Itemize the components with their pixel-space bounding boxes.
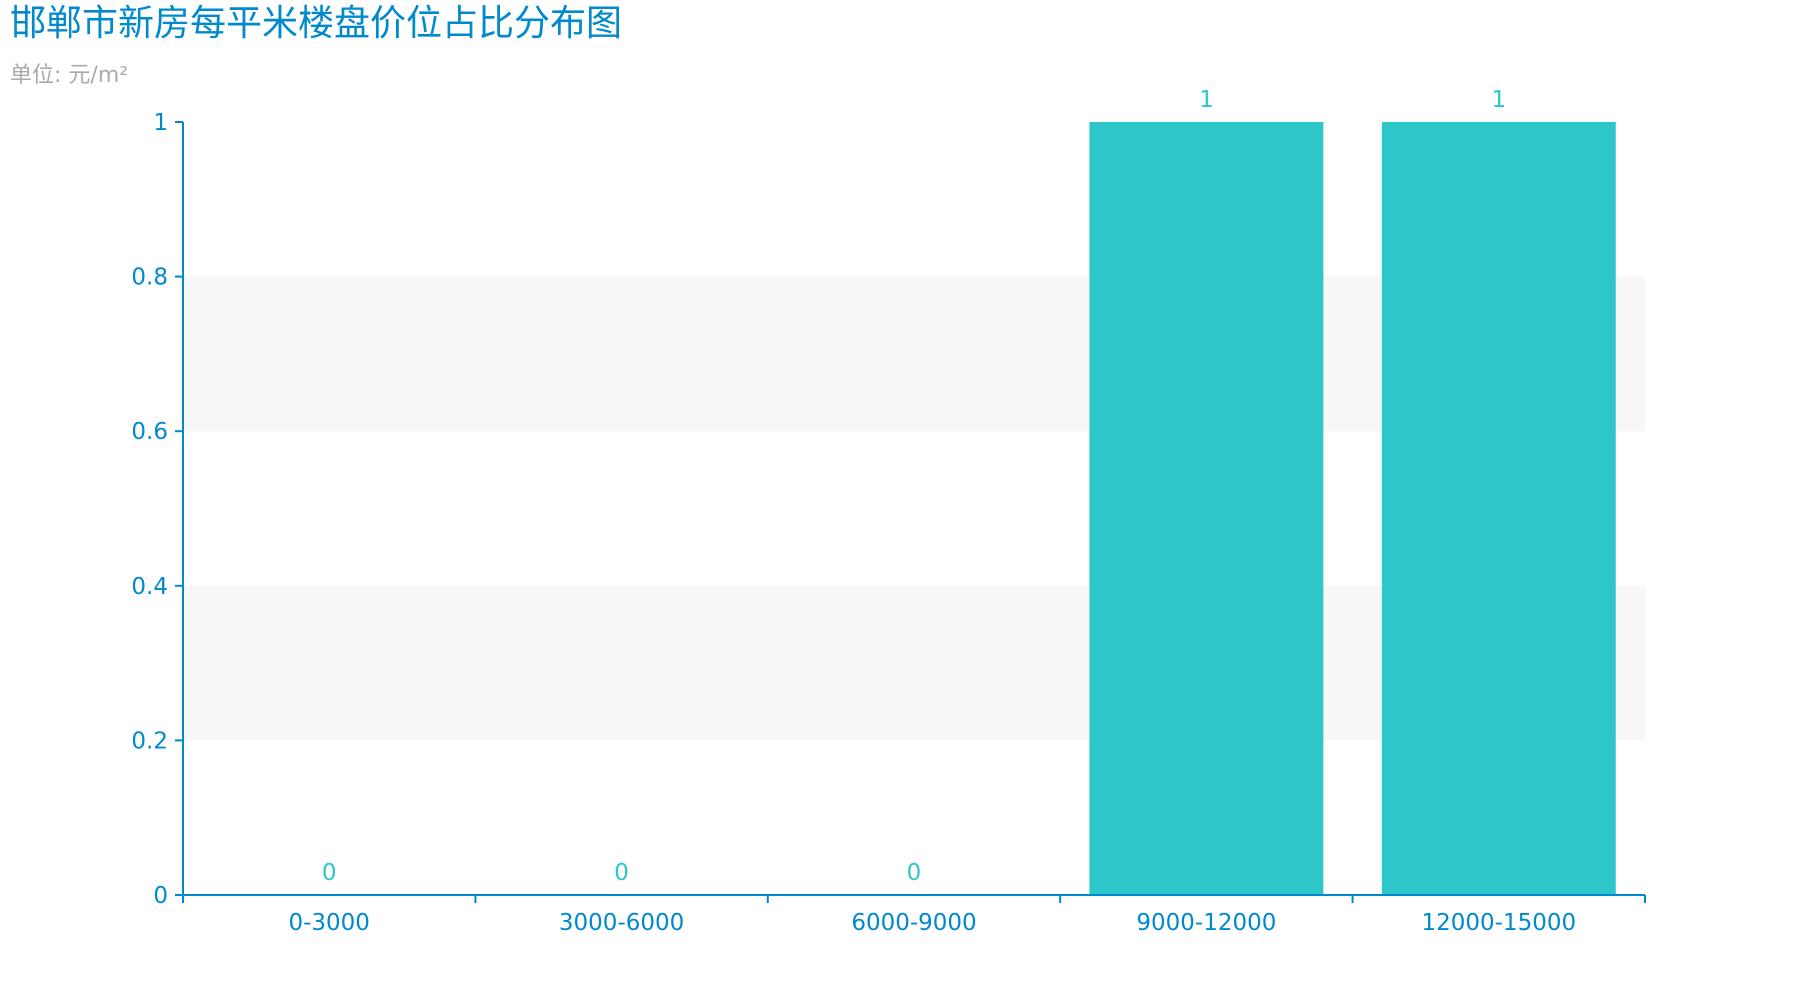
- bar-9000-12000: [1089, 122, 1324, 895]
- x-tick-label: 6000-9000: [851, 910, 976, 936]
- y-tick-label: 0.6: [131, 419, 168, 445]
- y-tick-label: 1: [153, 110, 168, 136]
- data-label: 0: [907, 860, 922, 886]
- chart-subtitle: 单位: 元/m²: [10, 63, 129, 88]
- data-label: 1: [1491, 87, 1506, 113]
- data-label: 1: [1199, 87, 1214, 113]
- y-tick-label: 0.8: [131, 265, 168, 291]
- x-tick-label: 0-3000: [288, 910, 369, 936]
- x-tick-label: 12000-15000: [1421, 910, 1576, 936]
- y-tick-label: 0.2: [131, 728, 168, 754]
- bar-12000-15000: [1381, 122, 1616, 895]
- x-tick-label: 3000-6000: [559, 910, 684, 936]
- x-tick-label: 9000-12000: [1136, 910, 1276, 936]
- chart-title: 邯郸市新房每平米楼盘价位占比分布图: [10, 3, 623, 44]
- y-tick-label: 0: [153, 883, 168, 909]
- data-label: 0: [322, 860, 337, 886]
- y-tick-label: 0.4: [131, 574, 168, 600]
- data-label: 0: [614, 860, 629, 886]
